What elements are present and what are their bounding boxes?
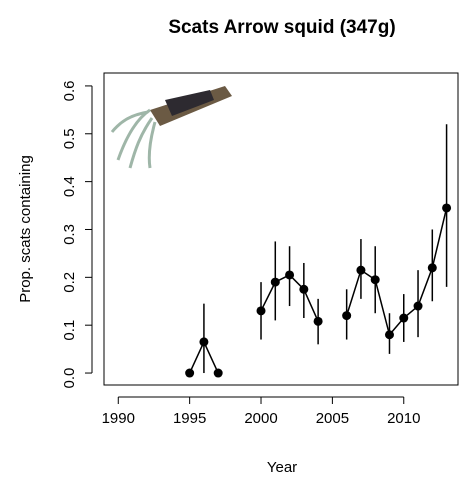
- data-point: [399, 313, 409, 323]
- data-point: [427, 263, 437, 273]
- y-tick-label: 0.3: [61, 224, 78, 245]
- y-axis-label: Prop. scats containing: [17, 155, 34, 303]
- data-point: [342, 311, 352, 321]
- y-tick-label: 0.2: [61, 272, 78, 293]
- data-point: [213, 368, 223, 378]
- x-tick-label: 2010: [387, 410, 420, 427]
- x-tick-label: 2005: [316, 410, 349, 427]
- chart-title: Scats Arrow squid (347g): [168, 17, 395, 38]
- data-point: [199, 337, 209, 347]
- data-point: [313, 316, 323, 326]
- data-point: [299, 284, 309, 294]
- data-point: [356, 265, 366, 275]
- y-tick-label: 0.6: [61, 80, 78, 101]
- y-tick-label: 0.4: [61, 176, 78, 197]
- data-point: [285, 270, 295, 280]
- data-point: [413, 301, 423, 311]
- data-point: [256, 306, 266, 316]
- data-point: [370, 275, 380, 285]
- x-axis-label: Year: [267, 459, 297, 476]
- data-point: [185, 368, 195, 378]
- x-tick-label: 1995: [173, 410, 206, 427]
- y-tick-label: 0.0: [61, 368, 78, 389]
- y-tick-label: 0.1: [61, 320, 78, 341]
- squid-image: [110, 86, 232, 169]
- x-tick-label: 2000: [244, 410, 277, 427]
- x-tick-label: 1990: [102, 410, 135, 427]
- y-tick-label: 0.5: [61, 128, 78, 149]
- data-point: [270, 277, 280, 287]
- plot-box: [103, 72, 459, 386]
- data-point: [442, 203, 452, 213]
- data-point: [384, 330, 394, 340]
